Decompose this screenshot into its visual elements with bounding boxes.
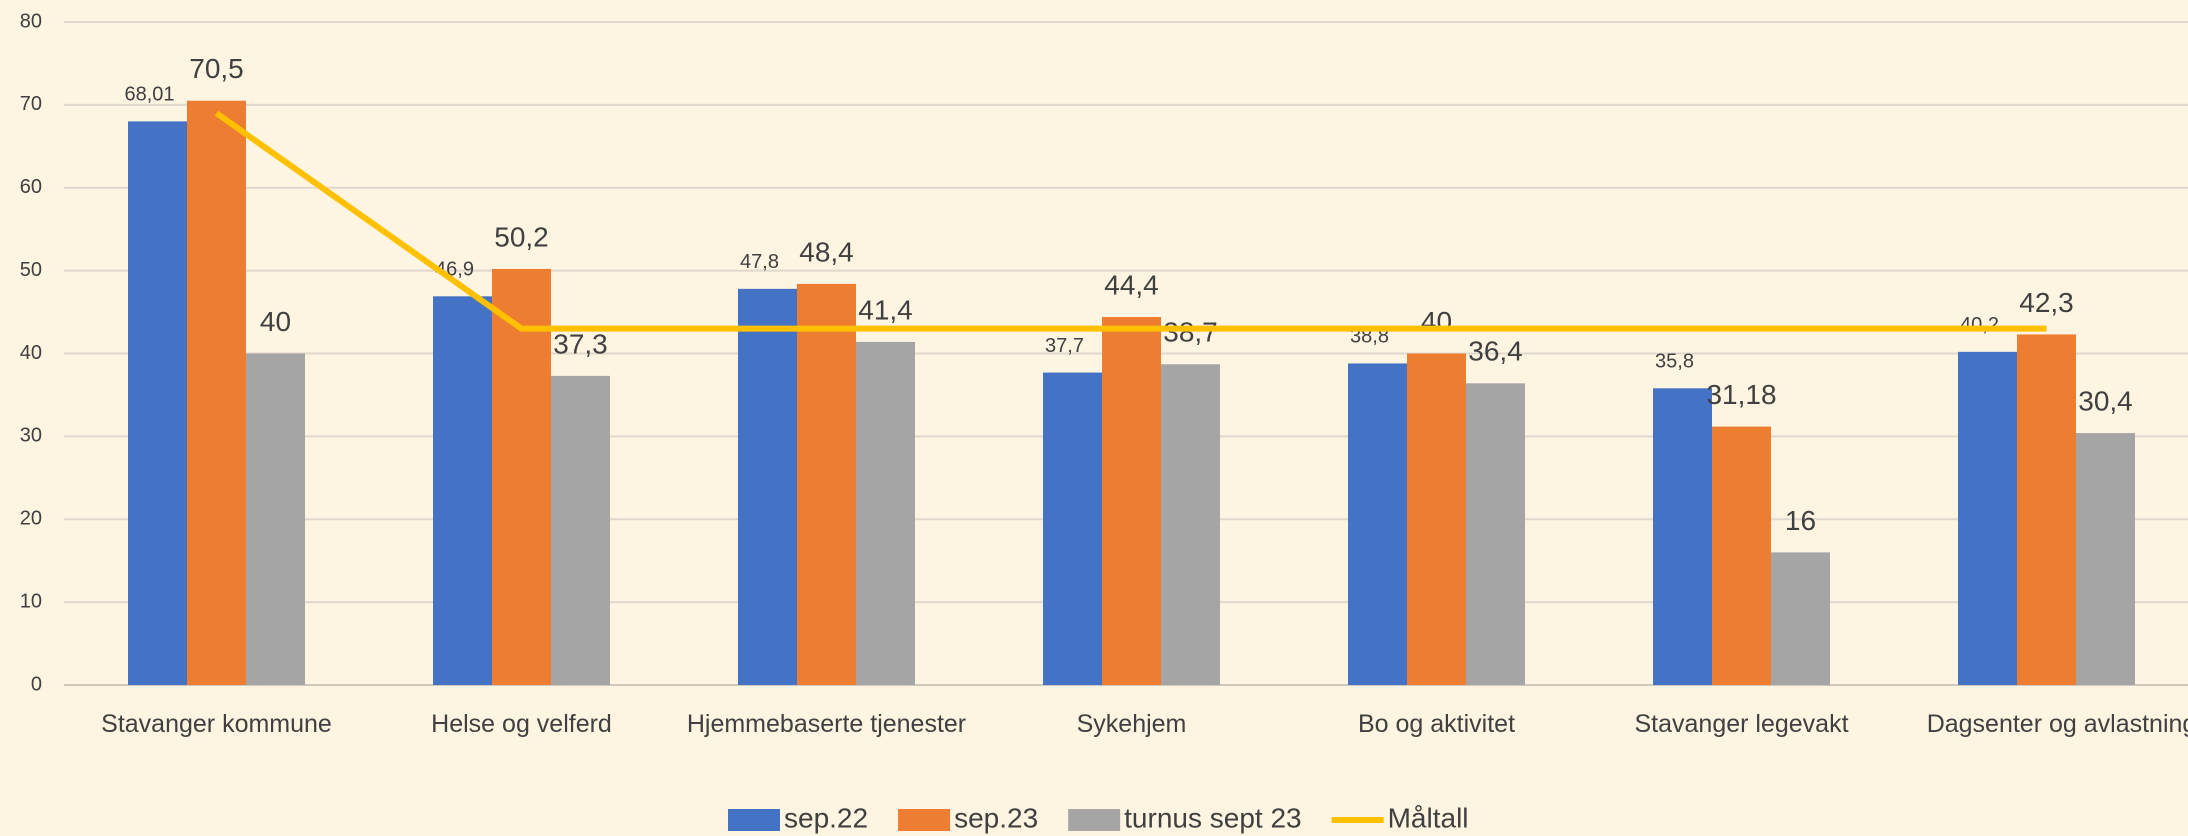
data-label: 38,7 [1163,317,1218,348]
bar [856,341,915,685]
y-tick-label: 80 [20,10,42,32]
bar [1958,351,2017,685]
legend-swatch [898,809,951,831]
line-series [214,110,2047,332]
data-label: 31,18 [1706,379,1776,410]
y-tick-label: 40 [20,342,42,364]
x-tick-label: Hjemmebaserte tjenester [686,710,967,738]
x-tick-label: Bo og aktivitet [1357,710,1516,738]
data-label: 70,5 [189,53,244,84]
data-label: 44,4 [1104,269,1159,300]
y-tick-label: 50 [20,259,42,281]
data-label: 50,2 [494,221,549,252]
bar [1407,353,1466,685]
y-tick-label: 70 [20,93,42,115]
data-label: 35,8 [1655,351,1694,373]
legend-label: sep.22 [784,802,868,833]
data-label: 47,8 [740,251,779,273]
bar [492,268,551,685]
y-tick-label: 20 [20,508,42,530]
data-label: 16 [1785,505,1816,536]
data-label: 37,3 [553,328,608,359]
x-tick-label: Stavanger legevakt [1634,710,1849,738]
bar [1161,364,1220,685]
data-label: 48,4 [799,236,854,267]
y-tick-label: 0 [31,673,42,695]
y-tick-label: 60 [20,176,42,198]
data-label: 42,3 [2019,287,2074,318]
data-label: 36,4 [1468,336,1523,367]
x-tick-label: Helse og velferd [431,710,612,738]
data-label: 37,7 [1045,335,1084,357]
data-label: 40 [1421,306,1452,337]
legend-label: sep.23 [954,802,1038,833]
legend-swatch [728,809,780,831]
bar [551,375,610,685]
data-label: 40 [260,306,291,337]
bar [2076,433,2135,685]
bar [433,296,492,685]
bar [187,100,246,685]
bar [128,121,187,685]
legend-label: turnus sept 23 [1124,802,1301,833]
data-label: 41,4 [858,294,913,325]
data-label: 30,4 [2078,385,2133,416]
x-tick-label: Sykehjem [1076,710,1187,738]
y-tick-label: 30 [20,425,42,447]
bar [1466,383,1525,685]
bar [797,283,856,685]
legend-label: Måltall [1388,802,1469,833]
bar [1348,363,1407,685]
data-label: 40,2 [1960,314,1999,336]
bar [246,353,305,685]
bar [2017,334,2076,685]
y-tick-label: 10 [20,590,42,612]
bar [1653,388,1712,685]
x-tick-label: Dagsenter og avlastning [1926,710,2188,738]
bar [1043,372,1102,685]
legend-swatch [1068,809,1121,831]
x-tick-label: Stavanger kommune [101,710,332,738]
data-label: 68,01 [124,84,174,106]
bar [1712,426,1771,685]
bar [1771,552,1830,685]
bar [1102,317,1161,685]
bar [738,288,797,685]
